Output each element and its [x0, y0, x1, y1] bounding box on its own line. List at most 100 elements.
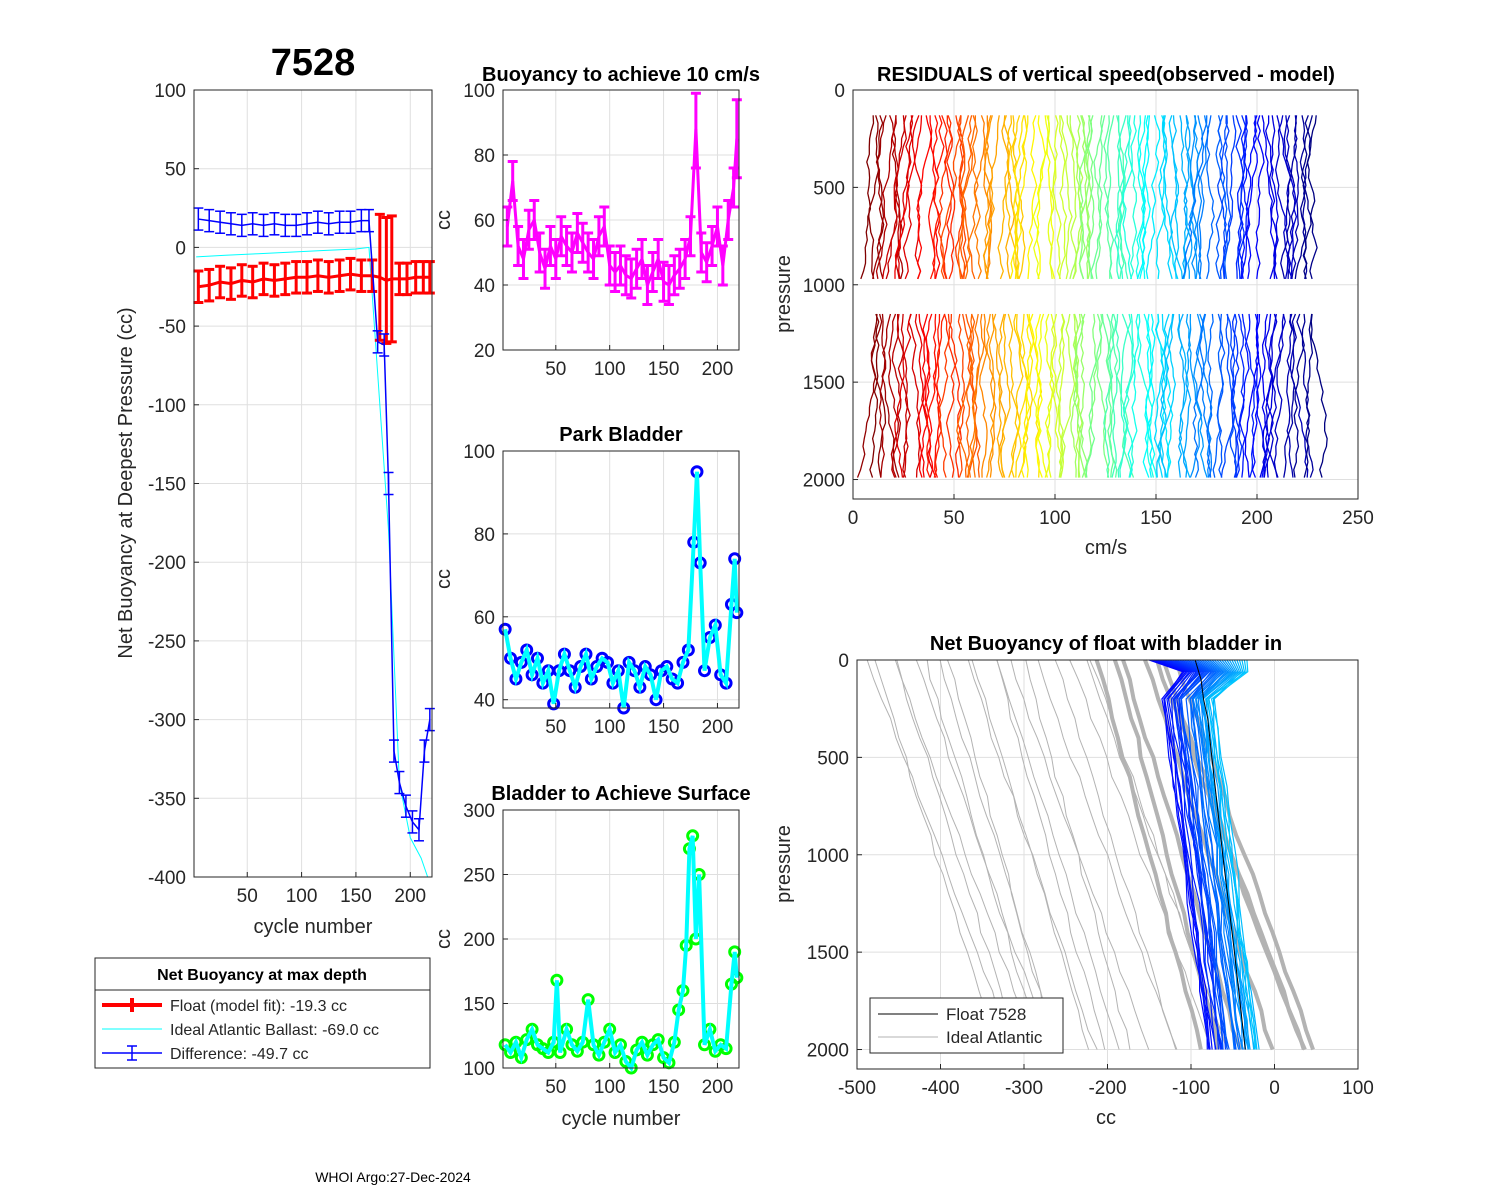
residuals-xtick-label: 0	[848, 508, 859, 529]
residual-profile	[1289, 313, 1309, 478]
residuals-xtick-label: 50	[943, 508, 964, 529]
legend-bladder-in: Float 7528 Ideal Atlantic	[869, 997, 1064, 1054]
residual-profile	[945, 313, 958, 478]
park_bladder-xtick-label: 200	[702, 717, 734, 738]
residual-profile	[1000, 313, 1011, 478]
net_buoyancy_bladder_in-ytick-label: 2000	[807, 1041, 849, 1062]
residual-profile	[1096, 313, 1110, 478]
park-bladder-axes	[502, 450, 740, 709]
bladder-surface-ylabel: cc	[433, 929, 455, 949]
residual-profile	[1047, 115, 1057, 279]
residual-profile	[1237, 115, 1247, 280]
residual-profile	[1199, 313, 1213, 478]
bladder-surface-title: Bladder to Achieve Surface	[491, 783, 750, 805]
residual-profile	[1145, 115, 1161, 280]
ideal-ballast-line	[196, 246, 429, 878]
residual-profile	[969, 313, 981, 478]
legend-entry-difference: Difference: -49.7 cc	[102, 1045, 308, 1063]
residual-profile	[1103, 313, 1117, 478]
residual-profile	[1183, 115, 1193, 279]
residual-profile	[1078, 115, 1093, 280]
park_bladder-ytick-label: 60	[474, 608, 495, 629]
residual-profile	[956, 313, 973, 478]
residual-profile	[1170, 115, 1183, 279]
residual-profile	[1114, 115, 1131, 279]
residual-profile	[964, 115, 979, 280]
legend-label-float: Float (model fit): -19.3 cc	[170, 998, 347, 1015]
bladder_surface-xtick-label: 50	[545, 1077, 566, 1098]
residual-profile	[1046, 313, 1058, 478]
ideal-profile	[1121, 659, 1243, 1051]
residual-profile	[1262, 313, 1278, 478]
residual-profile	[982, 115, 1000, 280]
residual-profile	[875, 115, 885, 280]
residual-profile	[856, 313, 883, 478]
ideal-profile	[915, 659, 1050, 1050]
surface-point	[504, 1046, 518, 1060]
residuals-ytick-label: 0	[834, 81, 845, 102]
residual-profile	[872, 115, 887, 280]
net_buoyancy-ytick-label: -200	[148, 553, 186, 574]
float-bladder-profile	[1205, 659, 1250, 1050]
park-bladder-title: Park Bladder	[559, 424, 683, 446]
residual-profile	[1268, 115, 1279, 280]
residual-profile	[1216, 313, 1226, 478]
net_buoyancy-xtick-label: 100	[286, 886, 318, 907]
residual-profile	[1222, 115, 1237, 279]
residual-profile	[1269, 313, 1286, 478]
residual-profile	[1235, 115, 1248, 279]
residual-profile	[1034, 313, 1043, 478]
bladder-surface-line	[503, 835, 739, 1073]
net_buoyancy_bladder_in-xtick-label: 0	[1269, 1078, 1280, 1099]
residual-profile	[1058, 115, 1068, 279]
residual-profile	[1055, 313, 1066, 478]
float-bladder-profile	[1151, 659, 1210, 1050]
bladder-in-ylabel: pressure	[773, 825, 795, 903]
net_buoyancy-ytick-label: 0	[175, 238, 186, 259]
buoyancy_10cms-ytick-label: 20	[474, 341, 495, 362]
residual-profile	[959, 115, 970, 280]
residual-profile	[1066, 115, 1078, 280]
residuals-xtick-label: 200	[1241, 508, 1273, 529]
residual-profile	[885, 115, 905, 280]
residual-profile	[1303, 115, 1317, 280]
ideal-profile	[996, 659, 1120, 1050]
residual-profile	[1079, 313, 1087, 478]
net_buoyancy-ytick-label: 100	[154, 81, 186, 102]
residual-profile	[1058, 313, 1076, 478]
residual-profile	[1015, 313, 1029, 478]
residual-profile	[1206, 313, 1214, 478]
residuals-ytick-label: 2000	[803, 471, 845, 492]
residual-profile	[1259, 313, 1274, 478]
legend2-label-float: Float 7528	[946, 1005, 1026, 1024]
ideal-profile	[1054, 659, 1178, 1050]
residual-profile	[1189, 115, 1198, 279]
residual-profile	[1104, 115, 1115, 280]
residual-profile	[1273, 313, 1285, 478]
net_buoyancy-ytick-label: 50	[165, 160, 186, 181]
residual-profile	[907, 313, 921, 478]
residual-profile	[973, 115, 986, 280]
buoyancy_10cms-ytick-label: 100	[463, 81, 495, 102]
float-bladder-profile	[1201, 659, 1246, 1050]
residual-profile	[1010, 313, 1024, 478]
residual-profile	[1251, 313, 1262, 478]
net_buoyancy_bladder_in-ytick-label: 500	[817, 748, 849, 769]
residual-profile	[900, 313, 909, 478]
residual-profile	[1081, 313, 1098, 478]
residual-profile	[1294, 115, 1311, 280]
residual-profile	[1219, 115, 1232, 279]
residual-profile	[1240, 115, 1249, 279]
legend2-label-ideal: Ideal Atlantic	[946, 1028, 1043, 1047]
float-bladder-profile	[1171, 659, 1223, 1050]
park-bladder-line	[503, 471, 739, 709]
net-buoyancy-xlabel: cycle number	[254, 916, 373, 938]
residual-profile	[1192, 313, 1207, 478]
residual-profile	[1255, 115, 1265, 279]
residual-profile	[957, 115, 977, 279]
residual-profile	[937, 115, 953, 280]
residuals-ytick-label: 1500	[803, 373, 845, 394]
net_buoyancy_bladder_in-xtick-label: -500	[838, 1078, 876, 1099]
residual-profile	[996, 313, 1005, 478]
panel-bladder-surface: Bladder to Achieve Surface 50 100 150 200 10…	[433, 783, 751, 1130]
